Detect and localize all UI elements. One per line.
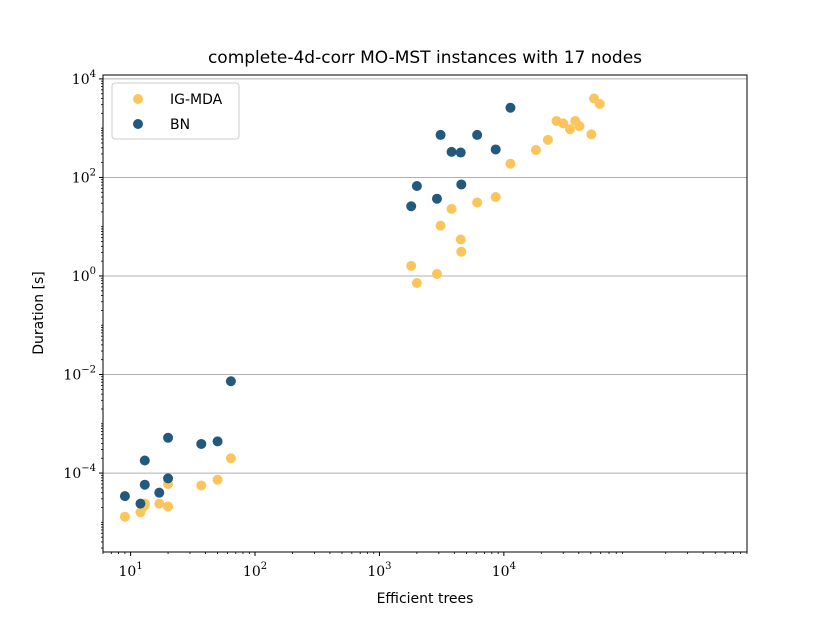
y-tick-base: 10: [63, 368, 81, 384]
point-ig-mda: [406, 260, 417, 271]
point-bn: [225, 376, 236, 387]
point-ig-mda: [558, 118, 569, 129]
point-ig-mda: [542, 134, 553, 145]
point-ig-mda: [196, 480, 207, 491]
point-bn: [455, 147, 466, 158]
point-bn: [212, 436, 223, 447]
point-ig-mda: [455, 234, 466, 245]
plot-area: [103, 75, 747, 552]
point-ig-mda: [574, 121, 585, 132]
point-bn: [139, 479, 150, 490]
point-bn: [431, 193, 442, 204]
x-tick-base: 10: [119, 564, 137, 580]
point-bn: [472, 129, 483, 140]
chart-title: complete-4d-corr MO-MST instances with 1…: [208, 48, 642, 68]
y-tick-base: 10: [72, 269, 90, 285]
grid-lines: [103, 78, 747, 474]
point-ig-mda: [431, 268, 442, 279]
x-tick-base: 10: [243, 564, 261, 580]
y-tick-label: 102: [72, 167, 96, 186]
point-ig-mda: [586, 129, 597, 140]
y-tick-label: 10−4: [63, 463, 96, 482]
point-bn: [456, 179, 467, 190]
point-ig-mda: [530, 145, 541, 156]
point-ig-mda: [154, 498, 165, 509]
x-tick-exponent: 3: [385, 561, 391, 572]
x-tick-label: 103: [367, 561, 391, 580]
y-axis-label: Duration [s]: [31, 271, 47, 354]
x-axis-label: Efficient trees: [377, 591, 474, 607]
point-bn: [154, 487, 165, 498]
y-tick-label: 100: [72, 266, 96, 285]
point-bn: [435, 129, 446, 140]
x-tick-base: 10: [367, 564, 385, 580]
legend: IG-MDA BN: [111, 82, 240, 140]
y-tick-exponent: 2: [90, 167, 96, 178]
point-ig-mda: [505, 158, 516, 169]
point-ig-mda: [564, 124, 575, 135]
point-bn: [196, 438, 207, 449]
x-tick-exponent: 2: [261, 561, 267, 572]
y-tick-exponent: 4: [90, 69, 96, 80]
legend-label-ig-mda: IG-MDA: [170, 92, 223, 108]
legend-label-bn: BN: [170, 117, 190, 133]
y-tick-exponent: −4: [81, 463, 96, 474]
point-bn: [163, 432, 174, 443]
point-ig-mda: [225, 453, 236, 464]
point-ig-mda: [435, 220, 446, 231]
x-tick-label: 101: [119, 561, 143, 580]
legend-marker-ig-mda: [133, 94, 143, 104]
x-tick-exponent: 1: [136, 561, 142, 572]
point-bn: [163, 473, 174, 484]
point-ig-mda: [456, 246, 467, 257]
legend-marker-bn: [133, 119, 143, 129]
data-points: [119, 93, 605, 522]
y-tick-label: 10−2: [63, 365, 96, 384]
x-tick-exponent: 4: [510, 561, 516, 572]
point-ig-mda: [472, 197, 483, 208]
point-bn: [490, 144, 501, 155]
point-bn: [505, 102, 516, 113]
x-tick-base: 10: [492, 564, 510, 580]
point-ig-mda: [212, 474, 223, 485]
y-tick-base: 10: [72, 72, 90, 88]
x-tick-label: 102: [243, 561, 267, 580]
plot-frame: [102, 74, 748, 553]
x-tick-label: 104: [492, 561, 516, 580]
point-bn: [119, 491, 130, 502]
point-bn: [411, 181, 422, 192]
point-ig-mda: [594, 98, 605, 109]
point-bn: [139, 455, 150, 466]
point-ig-mda: [446, 203, 457, 214]
y-tick-label: 104: [72, 69, 96, 88]
point-ig-mda: [119, 511, 130, 522]
point-ig-mda: [163, 501, 174, 512]
x-axis-ticks: 101 102 103 104: [102, 552, 748, 580]
y-tick-base: 10: [72, 170, 90, 186]
point-bn: [135, 498, 146, 509]
legend-box: [111, 82, 240, 140]
y-tick-exponent: −2: [81, 365, 96, 376]
y-tick-base: 10: [63, 466, 81, 482]
point-ig-mda: [490, 192, 501, 203]
point-bn: [446, 146, 457, 157]
point-ig-mda: [411, 278, 422, 289]
point-bn: [406, 201, 417, 212]
y-tick-exponent: 0: [90, 266, 96, 277]
